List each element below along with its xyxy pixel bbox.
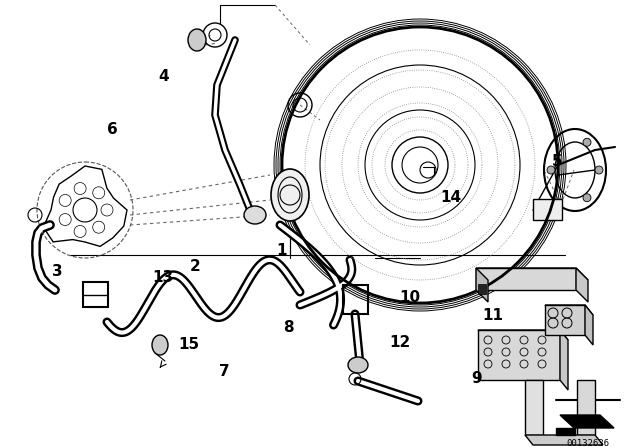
Polygon shape	[525, 380, 543, 435]
Circle shape	[583, 138, 591, 146]
Polygon shape	[478, 330, 560, 380]
Polygon shape	[525, 435, 603, 445]
Polygon shape	[560, 330, 568, 390]
Text: 14: 14	[440, 190, 462, 205]
Text: 2: 2	[190, 259, 200, 274]
Ellipse shape	[244, 206, 266, 224]
Text: 3: 3	[52, 263, 63, 279]
Circle shape	[547, 166, 555, 174]
Text: 8: 8	[283, 319, 293, 335]
Text: 15: 15	[178, 337, 200, 353]
Text: 7: 7	[219, 364, 229, 379]
Circle shape	[595, 166, 603, 174]
Text: 5: 5	[552, 154, 562, 169]
Text: 4: 4	[158, 69, 168, 84]
Polygon shape	[476, 268, 576, 290]
Text: 11: 11	[483, 308, 503, 323]
Polygon shape	[577, 380, 595, 435]
Text: 12: 12	[389, 335, 411, 350]
Ellipse shape	[271, 169, 309, 221]
Ellipse shape	[348, 357, 368, 373]
Polygon shape	[556, 428, 575, 435]
Polygon shape	[545, 305, 585, 335]
Text: 1: 1	[276, 243, 287, 258]
Polygon shape	[576, 268, 588, 302]
Text: 00132636: 00132636	[566, 439, 609, 448]
Polygon shape	[545, 305, 593, 315]
Text: 13: 13	[152, 270, 174, 285]
FancyBboxPatch shape	[532, 199, 561, 220]
Text: 9: 9	[472, 371, 482, 386]
Polygon shape	[585, 305, 593, 345]
Polygon shape	[478, 330, 568, 340]
Polygon shape	[560, 415, 614, 428]
Polygon shape	[476, 268, 588, 280]
Text: 6: 6	[107, 122, 117, 138]
Circle shape	[583, 194, 591, 202]
Ellipse shape	[188, 29, 206, 51]
Text: 10: 10	[399, 290, 420, 306]
Polygon shape	[478, 284, 486, 294]
Ellipse shape	[152, 335, 168, 355]
Polygon shape	[476, 268, 488, 302]
